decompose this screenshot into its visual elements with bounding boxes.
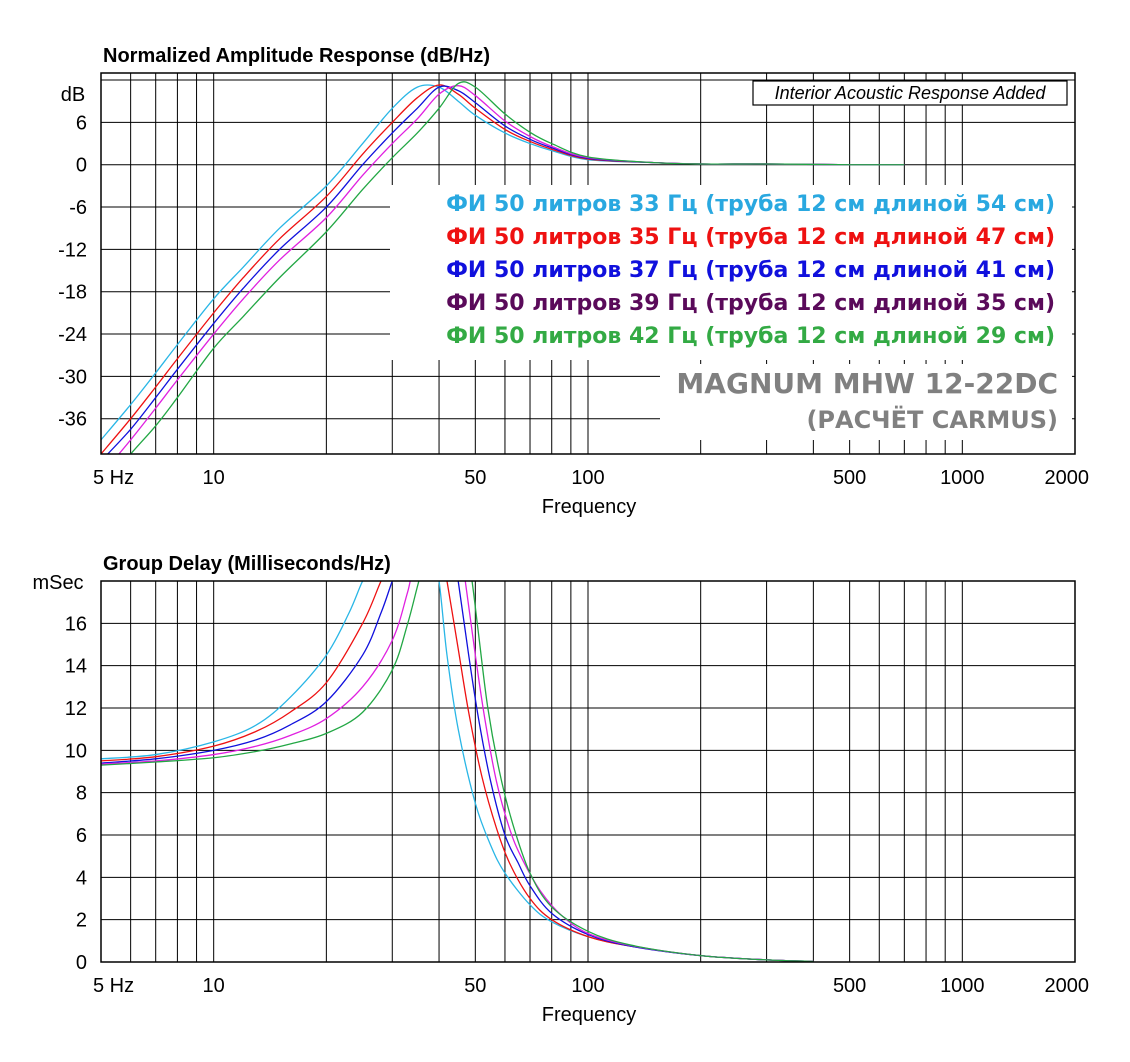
group-delay-chart: Group Delay (Milliseconds/Hz) 16 14 12 10 8 6…: [32, 553, 1089, 1026]
group-delay-series-group: [101, 581, 814, 962]
annotation-box: [752, 80, 1068, 106]
amplitude-chart: Normalized Amplitude Response (dB/Hz) 6 0…: [58, 45, 1089, 518]
group-delay-y-axis-label: mSec: [32, 572, 83, 594]
group-delay-x-tick-label: 2000: [1045, 975, 1090, 997]
group-delay-series-line: [101, 581, 814, 962]
amplitude-plot-frame: [100, 72, 1076, 455]
legend-entry: ФИ 50 литров 42 Гц (труба 12 см длиной 2…: [446, 324, 1055, 349]
group-delay-y-tick-label: 2: [76, 910, 87, 932]
watermark-line2: (РАСЧЁТ CARMUS): [806, 405, 1058, 434]
amplitude-x-tick-label: 2000: [1045, 467, 1090, 489]
amplitude-series-line: [129, 81, 905, 454]
amplitude-y-tick-label: -12: [58, 239, 87, 261]
group-delay-y-tick-label: 10: [65, 740, 87, 762]
group-delay-y-tick-label: 12: [65, 698, 87, 720]
amplitude-x-axis-label: Frequency: [542, 496, 637, 518]
group-delay-y-tick-label: 6: [76, 825, 87, 847]
amplitude-y-tick-label: -36: [58, 409, 87, 431]
group-delay-x-tick-label: 1000: [940, 975, 985, 997]
legend-entry: ФИ 50 литров 33 Гц (труба 12 см длиной 5…: [446, 192, 1055, 217]
amplitude-y-tick-label: -24: [58, 324, 87, 346]
legend-background: [390, 185, 1072, 360]
group-delay-x-tick-label: 10: [203, 975, 225, 997]
group-delay-x-tick-label: 100: [571, 975, 604, 997]
legend-entry: ФИ 50 литров 39 Гц (труба 12 см длиной 3…: [446, 291, 1055, 316]
group-delay-x-ticks: 5 Hz 10 50 100 500 1000 2000: [93, 975, 1089, 997]
group-delay-grid: [101, 581, 1075, 963]
amplitude-x-tick-label: 100: [571, 467, 604, 489]
amplitude-chart-title: Normalized Amplitude Response (dB/Hz): [103, 45, 490, 67]
legend-entry: ФИ 50 литров 35 Гц (труба 12 см длиной 4…: [446, 225, 1055, 250]
group-delay-x-tick-label: 50: [464, 975, 486, 997]
legend-entry: ФИ 50 литров 37 Гц (труба 12 см длиной 4…: [446, 258, 1055, 283]
amplitude-x-tick-label: 500: [833, 467, 866, 489]
group-delay-chart-title: Group Delay (Milliseconds/Hz): [103, 553, 391, 575]
group-delay-y-tick-label: 4: [76, 867, 87, 889]
amplitude-y-tick-label: -30: [58, 366, 87, 388]
annotation-text: Interior Acoustic Response Added: [775, 83, 1047, 103]
amplitude-y-tick-label: -6: [69, 197, 87, 219]
amplitude-y-axis-label: dB: [61, 84, 85, 106]
amplitude-x-ticks: 5 Hz 10 50 100 500 1000 2000: [93, 467, 1089, 489]
group-delay-y-tick-label: 0: [76, 952, 87, 974]
amplitude-y-tick-label: 0: [76, 155, 87, 177]
amplitude-x-tick-label: 10: [203, 467, 225, 489]
group-delay-series-line: [101, 581, 814, 962]
group-delay-x-tick-label: 500: [833, 975, 866, 997]
watermark-line1: MAGNUM MHW 12-22DC: [676, 367, 1058, 400]
group-delay-x-tick-label: 5 Hz: [93, 975, 134, 997]
group-delay-series-line: [101, 581, 814, 962]
amplitude-y-ticks: 6 0 -6 -12 -18 -24 -30 -36: [58, 112, 87, 430]
group-delay-x-axis-label: Frequency: [542, 1004, 637, 1026]
amplitude-y-tick-label: 6: [76, 112, 87, 134]
group-delay-plot-frame: [100, 580, 1076, 963]
group-delay-y-tick-label: 14: [65, 656, 87, 678]
watermark-background: [660, 364, 1072, 440]
legend: ФИ 50 литров 33 Гц (труба 12 см длиной 5…: [446, 192, 1055, 349]
amplitude-series-group: [101, 81, 905, 454]
amplitude-x-tick-label: 50: [464, 467, 486, 489]
group-delay-y-ticks: 16 14 12 10 8 6 4 2 0: [65, 613, 87, 974]
group-delay-y-tick-label: 8: [76, 783, 87, 805]
amplitude-x-tick-label: 5 Hz: [93, 467, 134, 489]
group-delay-y-tick-label: 16: [65, 613, 87, 635]
amplitude-x-tick-label: 1000: [940, 467, 985, 489]
group-delay-series-line: [101, 581, 814, 962]
amplitude-y-tick-label: -18: [58, 282, 87, 304]
